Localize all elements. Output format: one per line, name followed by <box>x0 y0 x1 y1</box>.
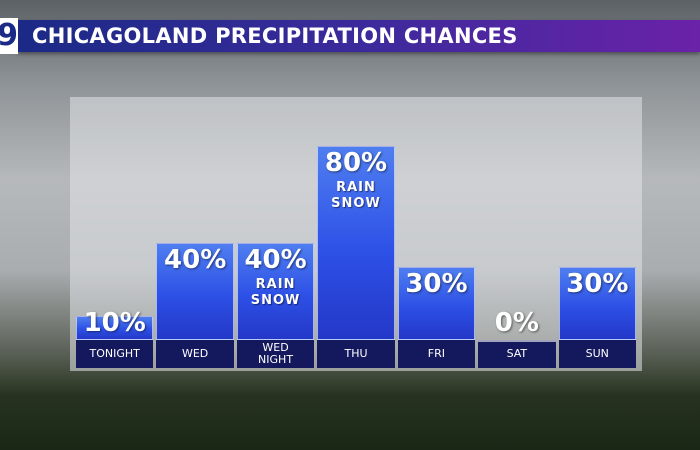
chart-title: CHICAGOLAND PRECIPITATION CHANCES <box>32 24 518 48</box>
value-label: 40% <box>244 244 307 275</box>
value-label: 40% <box>164 244 227 275</box>
value-label: 30% <box>405 269 468 300</box>
value-label: 10% <box>83 308 146 338</box>
precip-type-label: RAIN <box>336 179 376 195</box>
bar <box>558 267 636 340</box>
x-tick-label: THU <box>344 347 368 360</box>
precip-type-label: SNOW <box>250 292 301 308</box>
precip-type-label: SNOW <box>331 195 381 211</box>
category-band <box>317 340 395 368</box>
logo: 9 <box>0 18 18 54</box>
x-tick-label: TONIGHT <box>89 347 140 360</box>
category-band <box>558 340 636 368</box>
category-band <box>478 340 556 368</box>
x-tick-label: SUN <box>585 347 609 360</box>
x-tick-label: FRI <box>427 347 446 360</box>
title-bar <box>18 20 700 52</box>
x-tick-label: SAT <box>506 347 528 360</box>
category-band <box>156 340 234 368</box>
category-band <box>76 340 154 368</box>
bar <box>397 267 476 340</box>
x-tick-label: WED <box>181 347 209 360</box>
value-label: 30% <box>566 269 629 300</box>
precip-type-label: RAIN <box>255 276 296 292</box>
bar <box>317 145 395 340</box>
bar <box>478 340 556 342</box>
bar <box>156 242 234 340</box>
bar <box>236 242 315 340</box>
category-band <box>236 340 315 368</box>
value-label: 0% <box>494 308 539 338</box>
x-tick-label: WED NIGHT <box>258 341 294 366</box>
bar <box>76 315 154 340</box>
value-label: 80% <box>324 147 388 178</box>
category-band <box>397 340 476 368</box>
